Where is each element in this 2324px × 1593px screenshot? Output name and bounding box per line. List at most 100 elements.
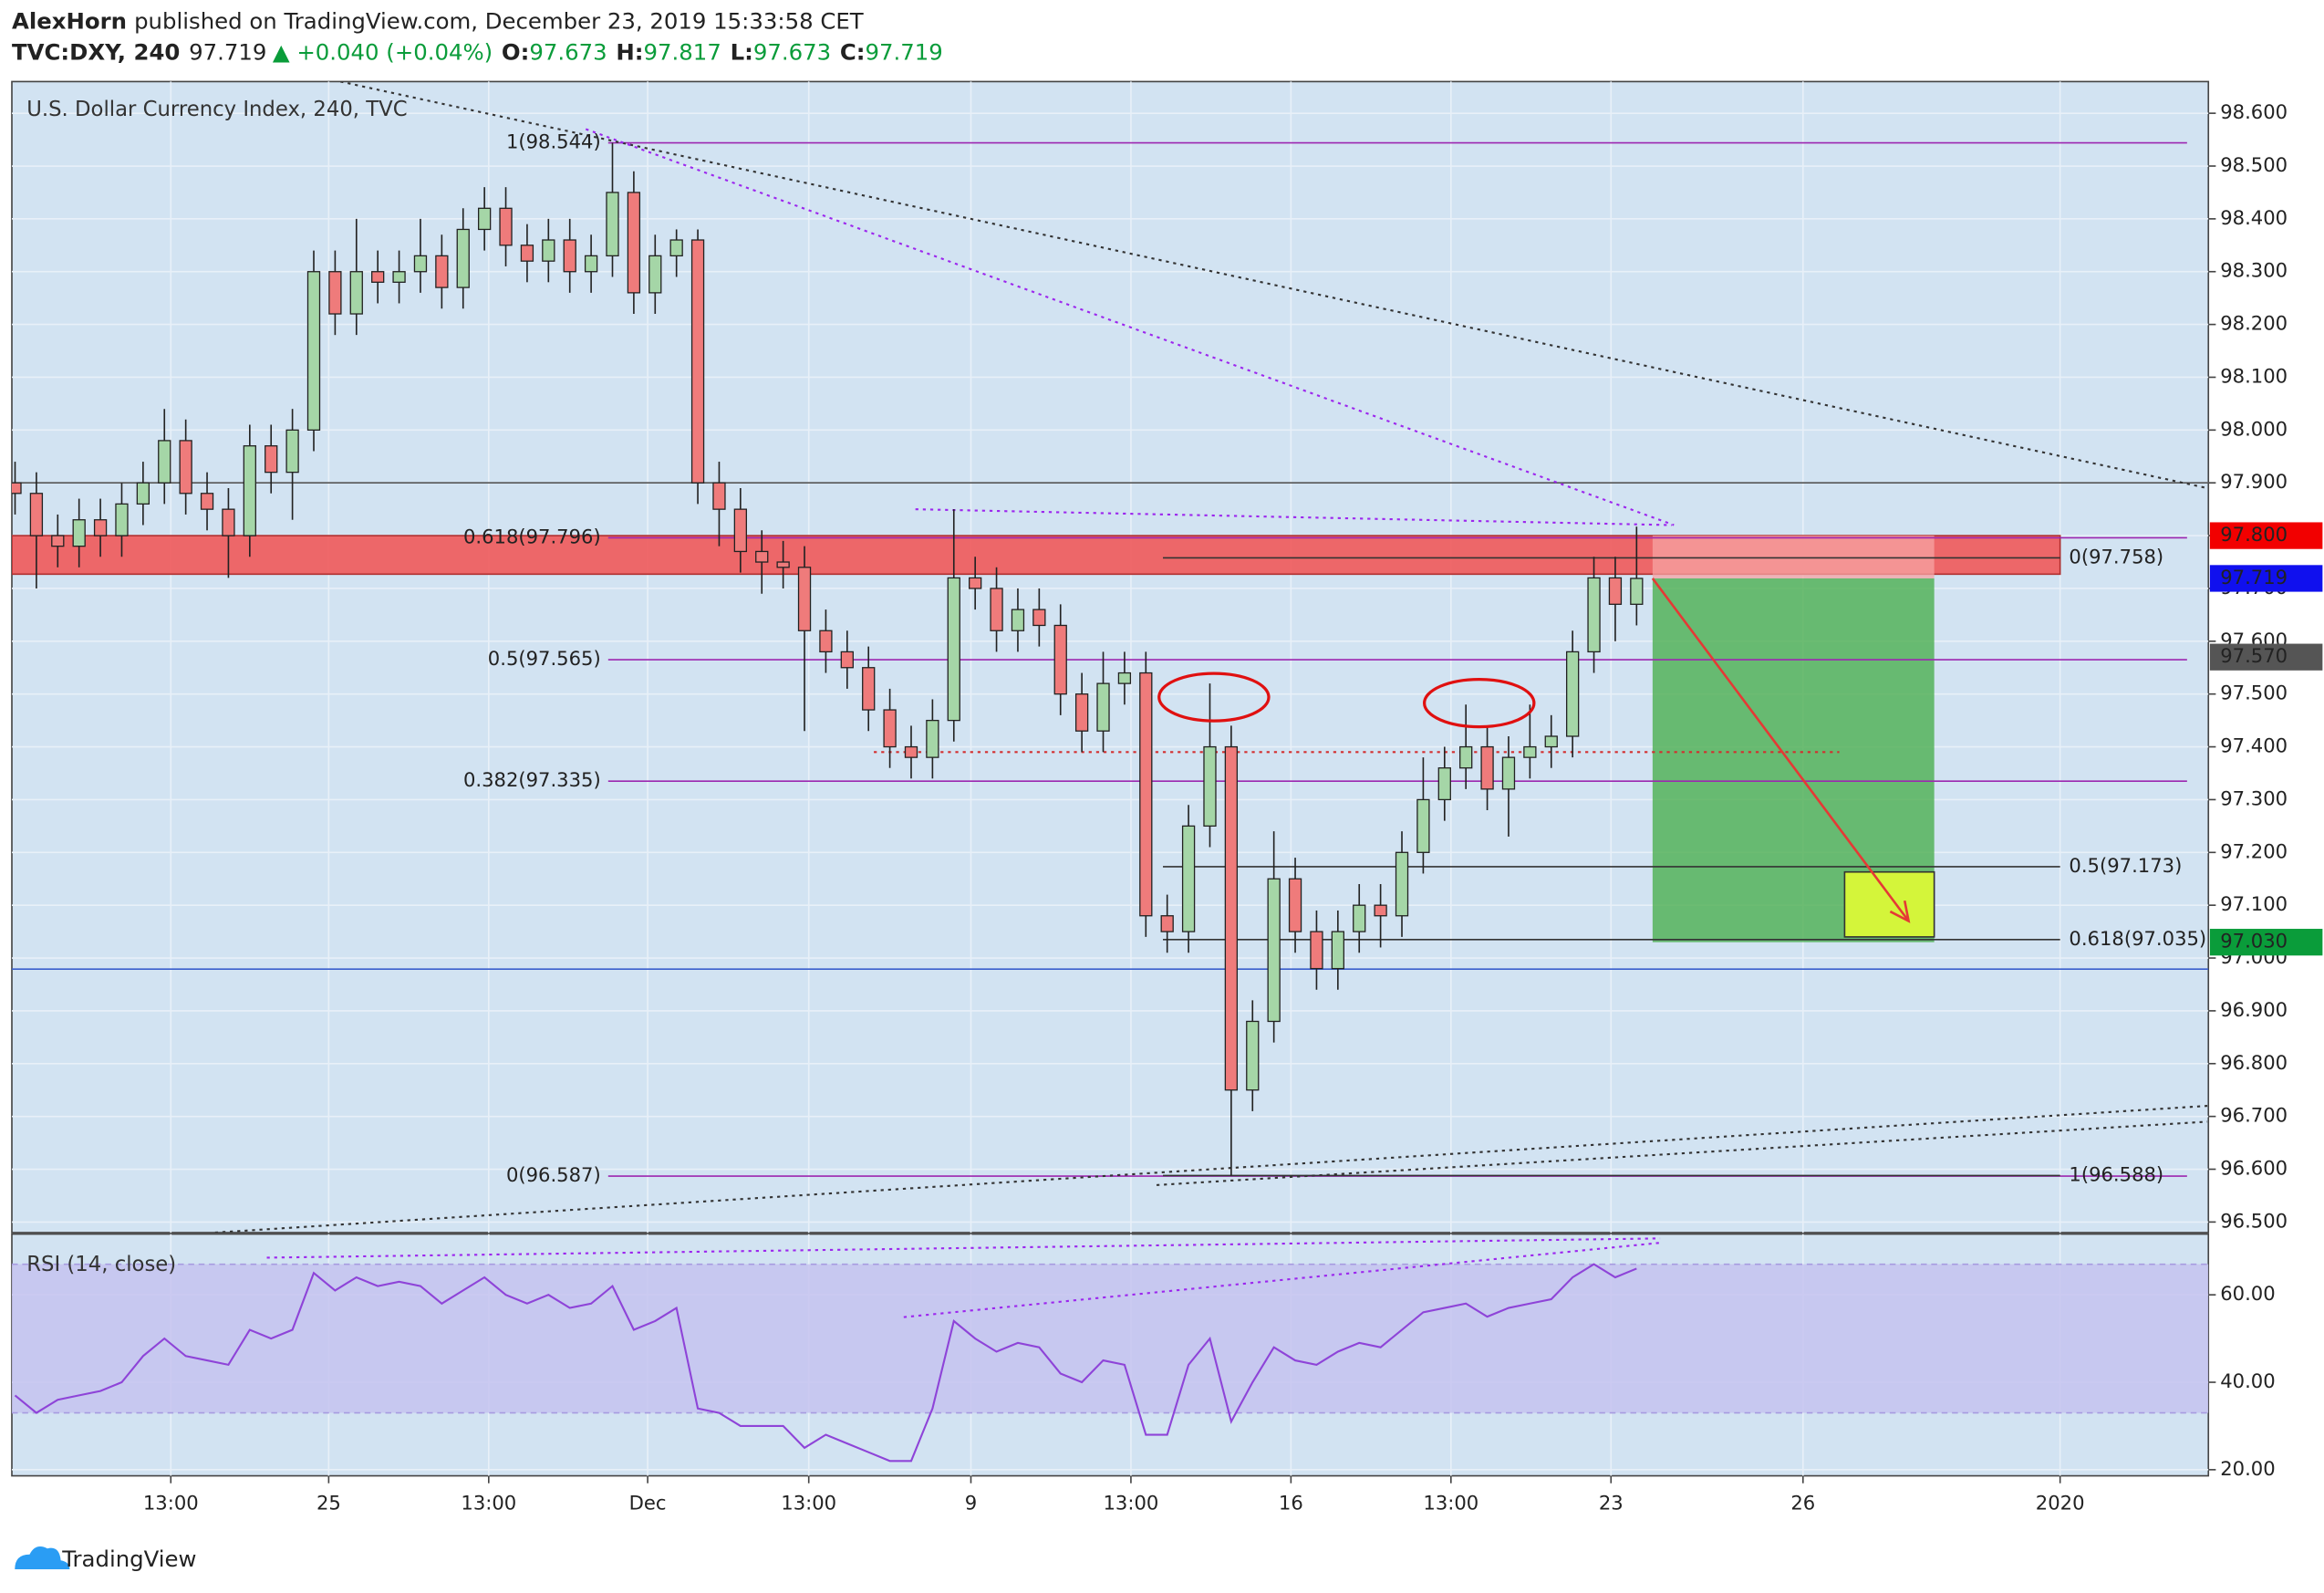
rsi-band — [12, 1264, 2209, 1413]
fib-label: 0.618(97.796) — [463, 525, 601, 547]
candle-body — [477, 207, 492, 231]
y-tick-label: 98.000 — [2220, 417, 2288, 440]
trend-line — [915, 508, 1672, 526]
highlight-ellipse — [1157, 672, 1271, 723]
candle-body — [776, 561, 790, 568]
candle-body — [563, 239, 576, 273]
candle-body — [1459, 745, 1473, 769]
y-tick-label: 96.700 — [2220, 1104, 2288, 1127]
fib-label: 0.618(97.035) — [2069, 927, 2206, 950]
target-box — [1843, 870, 1935, 938]
candle-body — [1395, 851, 1409, 917]
candle-body — [1288, 878, 1302, 932]
logo-icon — [15, 1546, 70, 1569]
x-tick-label: 9 — [965, 1491, 977, 1514]
x-tick-label: 23 — [1599, 1491, 1624, 1514]
candle-body — [413, 255, 428, 273]
price-tag-label: 97.800 — [2220, 523, 2288, 546]
candle-body — [690, 239, 705, 484]
y-tick-label: 98.500 — [2220, 153, 2288, 176]
y-tick-label: 20.00 — [2220, 1457, 2275, 1480]
candle-body — [1310, 931, 1323, 970]
candle-body — [947, 577, 960, 722]
author: AlexHorn — [12, 7, 127, 34]
x-tick-label: Dec — [629, 1491, 667, 1514]
candle-body — [648, 255, 662, 294]
rsi-plot — [12, 1237, 2209, 1463]
o-label: O: — [502, 39, 529, 66]
price-tag — [2209, 565, 2323, 592]
candle-body — [1160, 915, 1174, 932]
candle-body — [1523, 745, 1537, 758]
candle-body — [904, 745, 918, 758]
price-tag — [2209, 522, 2323, 549]
candle-body — [200, 493, 214, 510]
y-tick-label: 98.400 — [2220, 206, 2288, 229]
candle-body — [1096, 682, 1110, 732]
y-tick-label: 98.200 — [2220, 312, 2288, 335]
y-tick-label: 97.100 — [2220, 892, 2288, 915]
symbol: TVC:DXY, 240 — [12, 39, 180, 66]
candle-body — [1203, 745, 1217, 828]
candle-body — [1353, 904, 1366, 932]
candle-body — [1630, 578, 1644, 605]
candle-body — [990, 588, 1003, 631]
candle-body — [499, 207, 513, 246]
candle-body — [306, 271, 321, 431]
price-tag-label: 97.570 — [2220, 644, 2288, 667]
candle-body — [1074, 693, 1089, 732]
y-tick-label: 98.600 — [2220, 100, 2288, 123]
rsi-line — [14, 1263, 1637, 1463]
fib-label: 0(96.587) — [506, 1163, 601, 1186]
candle-body — [435, 255, 449, 288]
high: 97.817 — [644, 39, 721, 66]
price-tag-label: 97.719 — [2220, 566, 2288, 588]
fib-label: 1(96.588) — [2069, 1162, 2163, 1185]
candle-body — [1139, 672, 1153, 917]
candle-body — [285, 429, 299, 474]
candle-body — [1181, 825, 1196, 932]
fib-label: 1(98.544) — [506, 130, 601, 153]
candle-body — [328, 271, 342, 315]
price-tag — [2209, 929, 2323, 956]
candle-body — [136, 482, 150, 505]
candle-body — [51, 535, 65, 547]
symbol-line: TVC:DXY, 240 97.719 ▲ +0.040 (+0.04%) O:97.… — [12, 39, 943, 66]
candle-body — [606, 192, 619, 257]
low: 97.673 — [753, 39, 831, 66]
candle-body — [1032, 609, 1046, 627]
candle-body — [1587, 577, 1601, 653]
y-tick-label: 97.300 — [2220, 786, 2288, 809]
trend-line — [1156, 1120, 2208, 1186]
candle-body — [72, 519, 86, 547]
y-tick-label: 97.200 — [2220, 839, 2288, 862]
axes: 13:00 25 13:00 Dec 13:00 9 13:00 16 13:00 23 26 202… — [143, 100, 2323, 1514]
candle-body — [840, 651, 854, 669]
candle-body — [627, 192, 641, 294]
x-tick-label: 16 — [1279, 1491, 1303, 1514]
candle-body — [265, 445, 278, 474]
candle-body — [222, 508, 235, 536]
candle-body — [969, 577, 982, 589]
arrow-head — [1889, 900, 1911, 923]
candle-body — [115, 503, 129, 536]
candle-body — [733, 508, 748, 553]
candle-body — [1608, 577, 1623, 605]
stop-area — [1652, 536, 1935, 578]
published: published on TradingView.com, December 2… — [134, 7, 864, 34]
price-tag — [2209, 643, 2323, 671]
l-label: L: — [731, 39, 753, 66]
candle-body — [392, 271, 406, 283]
candle-body — [93, 519, 108, 536]
fib-label: 0.5(97.173) — [2069, 854, 2182, 877]
logo: TradingView — [15, 1546, 196, 1572]
x-tick-label: 26 — [1790, 1491, 1815, 1514]
h-label: H: — [616, 39, 643, 66]
candle-body — [243, 445, 256, 536]
candle-body — [1416, 798, 1430, 853]
rsi-title: RSI (14, close) — [26, 1253, 176, 1276]
candle-body — [584, 255, 598, 273]
y-tick-label: 96.600 — [2220, 1157, 2288, 1180]
candle-body — [179, 440, 192, 495]
